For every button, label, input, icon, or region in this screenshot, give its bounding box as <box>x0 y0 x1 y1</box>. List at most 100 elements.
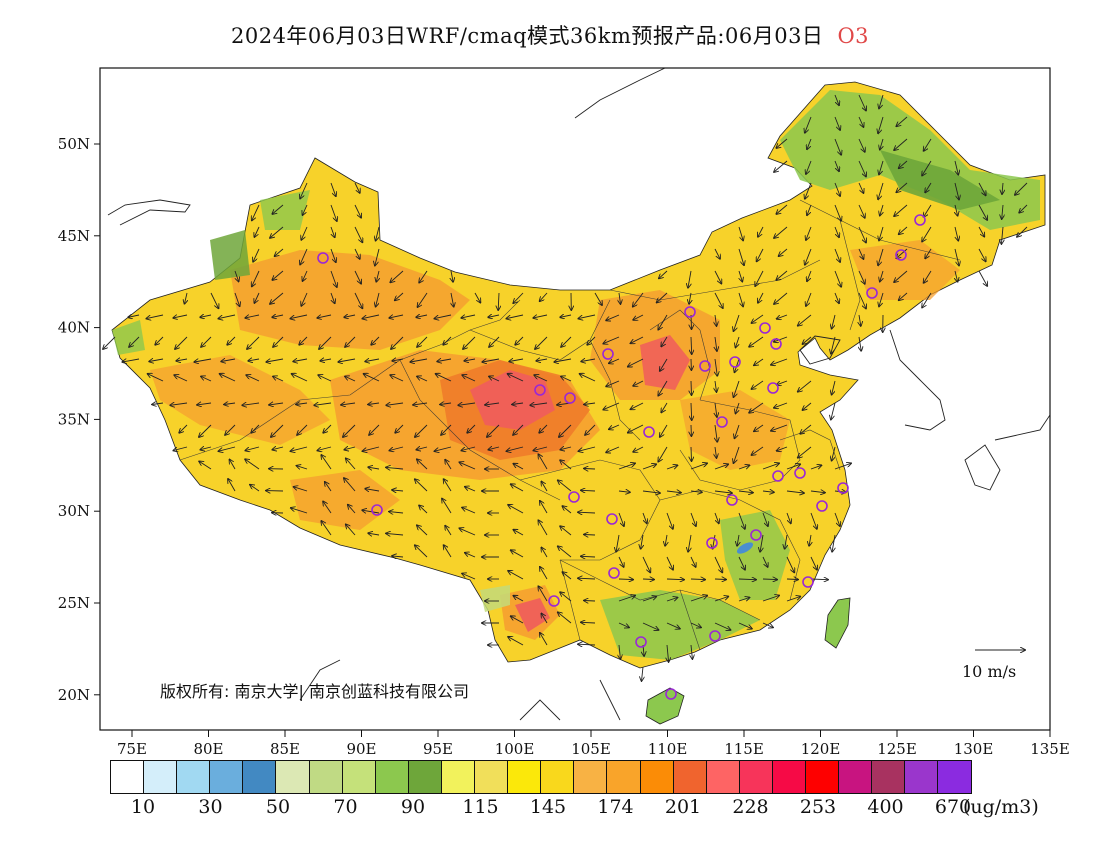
monitoring-stations <box>317 214 926 700</box>
wind-vector <box>777 446 788 451</box>
wind-vector <box>1002 204 1003 219</box>
wind-vector <box>858 292 866 309</box>
wind-vector <box>344 478 356 492</box>
wind-vector <box>247 336 260 349</box>
station-marker <box>564 392 576 404</box>
wind-vector <box>444 479 452 492</box>
wind-vector <box>474 292 480 303</box>
wind-vector <box>657 292 668 303</box>
wind-vector <box>810 556 817 570</box>
wind-vector <box>858 204 865 218</box>
legend-label: 70 <box>333 796 358 818</box>
wind-vector <box>859 314 861 326</box>
station-marker <box>726 494 738 506</box>
wind-vector <box>786 556 794 572</box>
wind-vector <box>458 403 476 405</box>
wind-vector <box>197 403 212 405</box>
wind-vector <box>533 446 548 451</box>
wind-vector <box>878 116 884 133</box>
wind-vector <box>666 622 680 629</box>
wind-vector <box>297 466 308 469</box>
wind-vector <box>806 226 812 240</box>
wind-vector <box>364 374 380 382</box>
wind-vector <box>415 424 428 437</box>
wind-vector <box>752 380 764 389</box>
legend-swatch <box>938 761 972 793</box>
wind-vector <box>587 336 596 345</box>
wind-vector <box>834 248 840 262</box>
wind-vector <box>508 637 524 646</box>
wind-vector <box>631 402 644 409</box>
wind-vector <box>581 556 596 557</box>
station-marker <box>914 214 926 226</box>
wind-vector <box>658 446 668 462</box>
wind-vector <box>290 314 308 319</box>
wind-vector <box>579 446 596 451</box>
wind-vector <box>899 160 908 168</box>
copyright-text: 版权所有: 南京大学| 南京创蓝科技有限公司 <box>160 682 469 701</box>
wind-vector <box>482 359 500 362</box>
wind-vector <box>301 226 308 240</box>
wind-vector <box>715 314 717 326</box>
wind-vector <box>508 374 524 382</box>
wind-vector <box>688 270 691 288</box>
wind-vector <box>539 424 548 433</box>
legend-swatch <box>607 761 641 793</box>
wind-vector <box>714 248 720 259</box>
wind-vector <box>224 403 236 405</box>
wind-vector <box>805 116 812 133</box>
wind-vector <box>798 446 812 458</box>
wind-vector <box>738 226 743 240</box>
wind-vector <box>234 292 240 306</box>
wind-vector <box>253 248 260 262</box>
wind-vector <box>803 336 812 344</box>
wind-vector <box>376 226 380 241</box>
wind-vector <box>690 556 696 567</box>
wind-vector <box>392 556 404 557</box>
wind-vector <box>369 424 380 435</box>
wind-vector <box>462 574 476 580</box>
wind-vector <box>762 463 779 470</box>
pollutant-label: O3 <box>837 24 870 48</box>
legend-labels: 10 30 50 70 90 115 145 174 201 228 253 400 670 <box>110 796 1100 820</box>
wind-vector <box>798 314 812 326</box>
wind-vector <box>513 292 524 303</box>
legend-swatch <box>210 761 244 793</box>
wind-vector <box>642 556 650 572</box>
wind-vector <box>660 424 668 437</box>
wind-vector <box>978 204 987 220</box>
wind-vector <box>858 116 864 127</box>
wind-vector <box>925 182 932 192</box>
wind-vector <box>560 447 572 450</box>
wind-vector <box>715 424 717 442</box>
wind-vector <box>540 501 548 514</box>
wind-vector <box>603 336 620 344</box>
wind-vector <box>660 358 668 371</box>
wind-vector <box>714 491 732 493</box>
wind-vector <box>441 424 452 435</box>
station-marker <box>568 491 580 503</box>
wind-vector <box>467 424 476 433</box>
hainan-island <box>645 687 685 725</box>
wind-vector <box>459 528 476 536</box>
wind-vector <box>641 534 643 549</box>
wind-vector <box>616 534 619 552</box>
boundary-guangdong <box>679 589 701 651</box>
wind-vector <box>254 226 260 237</box>
wind-vector <box>416 315 428 317</box>
wind-vector <box>760 534 763 552</box>
wind-vector <box>533 315 548 318</box>
wind-vector <box>978 270 987 286</box>
wind-vector <box>691 336 692 354</box>
lat-tick-label: 45N <box>58 227 90 245</box>
legend-label: 400 <box>867 796 904 818</box>
color-legend <box>110 760 973 794</box>
wind-vector <box>779 248 788 256</box>
wind-vector <box>806 292 812 306</box>
lat-tick-label: 35N <box>58 410 90 428</box>
wind-vector <box>386 403 404 405</box>
province-boundaries <box>179 199 961 651</box>
wind-vector <box>419 505 428 514</box>
wind-vector <box>270 226 284 238</box>
wind-vector <box>879 292 884 306</box>
